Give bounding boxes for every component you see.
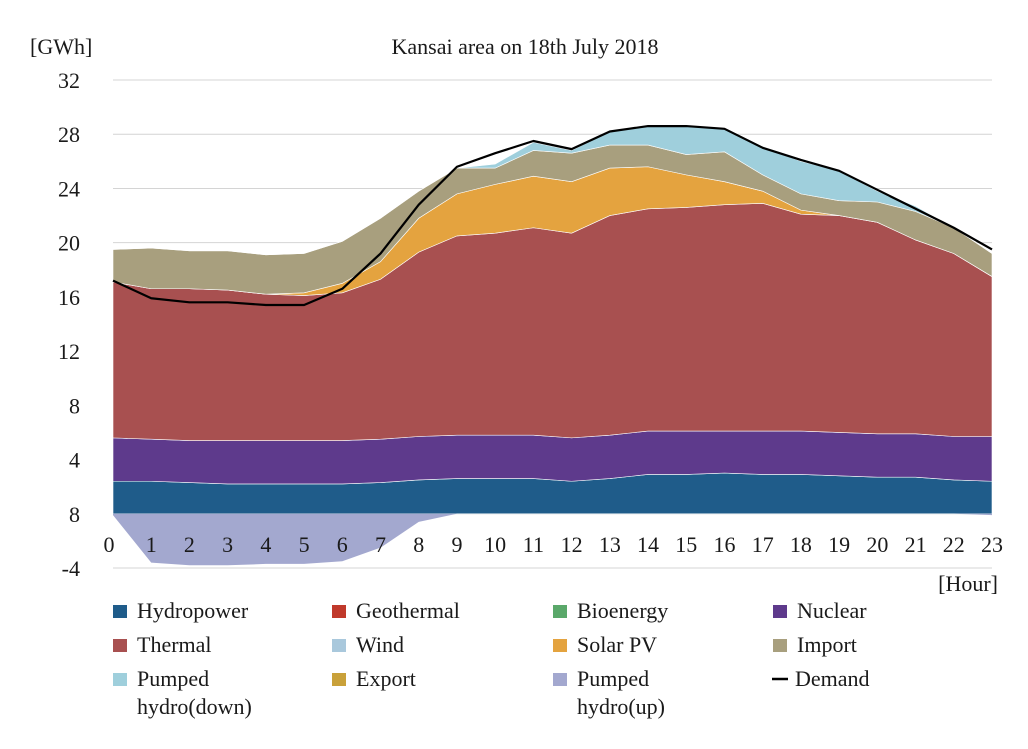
x-tick-label-6: 6 xyxy=(337,532,348,557)
x-tick-label-16: 16 xyxy=(713,532,735,557)
x-tick-label-8: 8 xyxy=(413,532,424,557)
legend-label-export-0: Export xyxy=(356,666,416,691)
x-tick-label-22: 22 xyxy=(943,532,965,557)
legend-item-geothermal: Geothermal xyxy=(332,598,460,623)
legend: Hydropower Geothermal Bioenergy Nuclear Ther… xyxy=(113,598,870,719)
y-tick-label-9: 32 xyxy=(58,68,80,93)
legend-label-pumped-up-0: Pumped xyxy=(577,666,649,691)
x-tick-label-2: 2 xyxy=(184,532,195,557)
legend-label-nuclear-0: Nuclear xyxy=(797,598,867,623)
legend-item-nuclear: Nuclear xyxy=(773,598,867,623)
x-tick-label-20: 20 xyxy=(866,532,888,557)
x-tick-label-11: 11 xyxy=(523,532,544,557)
legend-swatch-pumped-up xyxy=(553,673,567,686)
y-tick-label-1: 8 xyxy=(69,502,80,527)
x-tick-label-14: 14 xyxy=(637,532,659,557)
legend-swatch-import xyxy=(773,639,787,652)
x-tick-label-21: 21 xyxy=(905,532,927,557)
y-tick-label-5: 16 xyxy=(58,285,80,310)
stacked-areas xyxy=(112,124,993,566)
y-tick-label-8: 28 xyxy=(58,122,80,147)
x-tick-label-4: 4 xyxy=(260,532,271,557)
area-pumped-up xyxy=(113,513,992,566)
y-axis-label: [GWh] xyxy=(30,34,92,59)
legend-item-demand: Demand xyxy=(772,666,870,691)
legend-label-hydro-0: Hydropower xyxy=(137,598,249,623)
legend-swatch-wind xyxy=(332,639,346,652)
chart-title: Kansai area on 18th July 2018 xyxy=(392,34,659,59)
legend-swatch-thermal xyxy=(113,639,127,652)
x-tick-label-10: 10 xyxy=(484,532,506,557)
legend-label-geothermal-0: Geothermal xyxy=(356,598,460,623)
legend-label-pumped-up-1: hydro(up) xyxy=(577,694,665,719)
legend-label-pumped-down-1: hydro(down) xyxy=(137,694,252,719)
x-tick-label-19: 19 xyxy=(828,532,850,557)
legend-item-wind: Wind xyxy=(332,632,404,657)
x-tick-label-15: 15 xyxy=(675,532,697,557)
legend-label-import-0: Import xyxy=(797,632,857,657)
x-tick-label-5: 5 xyxy=(299,532,310,557)
demand-line xyxy=(112,124,993,307)
legend-label-bioenergy-0: Bioenergy xyxy=(577,598,668,623)
x-tick-label-12: 12 xyxy=(561,532,583,557)
y-tick-label-6: 20 xyxy=(58,231,80,256)
x-tick-label-13: 13 xyxy=(599,532,621,557)
legend-item-export: Export xyxy=(332,666,416,691)
x-tick-label-9: 9 xyxy=(451,532,462,557)
x-tick-label-18: 18 xyxy=(790,532,812,557)
legend-label-wind-0: Wind xyxy=(356,632,404,657)
area-thermal xyxy=(112,203,993,441)
x-tick-label-7: 7 xyxy=(375,532,386,557)
legend-item-pumped-up: Pumped hydro(up) xyxy=(553,666,665,719)
legend-item-pumped-down: Pumped hydro(down) xyxy=(113,666,252,719)
legend-item-hydro: Hydropower xyxy=(113,598,249,623)
legend-item-bioenergy: Bioenergy xyxy=(553,598,668,623)
x-tick-label-23: 23 xyxy=(981,532,1003,557)
x-tick-label-1: 1 xyxy=(146,532,157,557)
y-tick-label-3: 8 xyxy=(69,393,80,418)
x-tick-label-0: 0 xyxy=(104,532,115,557)
legend-item-thermal: Thermal xyxy=(113,632,212,657)
legend-swatch-export xyxy=(332,673,346,686)
legend-item-import: Import xyxy=(773,632,857,657)
legend-swatch-pumped-down xyxy=(113,673,127,686)
legend-swatch-solar xyxy=(553,639,567,652)
legend-swatch-hydro xyxy=(113,605,127,618)
legend-label-thermal-0: Thermal xyxy=(137,632,212,657)
legend-label-pumped-down-0: Pumped xyxy=(137,666,209,691)
x-axis-label: [Hour] xyxy=(938,571,998,596)
x-tick-label-17: 17 xyxy=(752,532,774,557)
legend-item-solar: Solar PV xyxy=(553,632,657,657)
y-tick-label-7: 24 xyxy=(58,176,80,201)
legend-label-solar-0: Solar PV xyxy=(577,632,657,657)
legend-swatch-nuclear xyxy=(773,605,787,618)
legend-swatch-geothermal xyxy=(332,605,346,618)
legend-swatch-bioenergy xyxy=(553,605,567,618)
legend-label-demand-0: Demand xyxy=(795,666,870,691)
y-tick-label-4: 12 xyxy=(58,339,80,364)
y-tick-label-2: 4 xyxy=(69,448,80,473)
y-tick-label-0: -4 xyxy=(62,556,80,581)
x-tick-label-3: 3 xyxy=(222,532,233,557)
